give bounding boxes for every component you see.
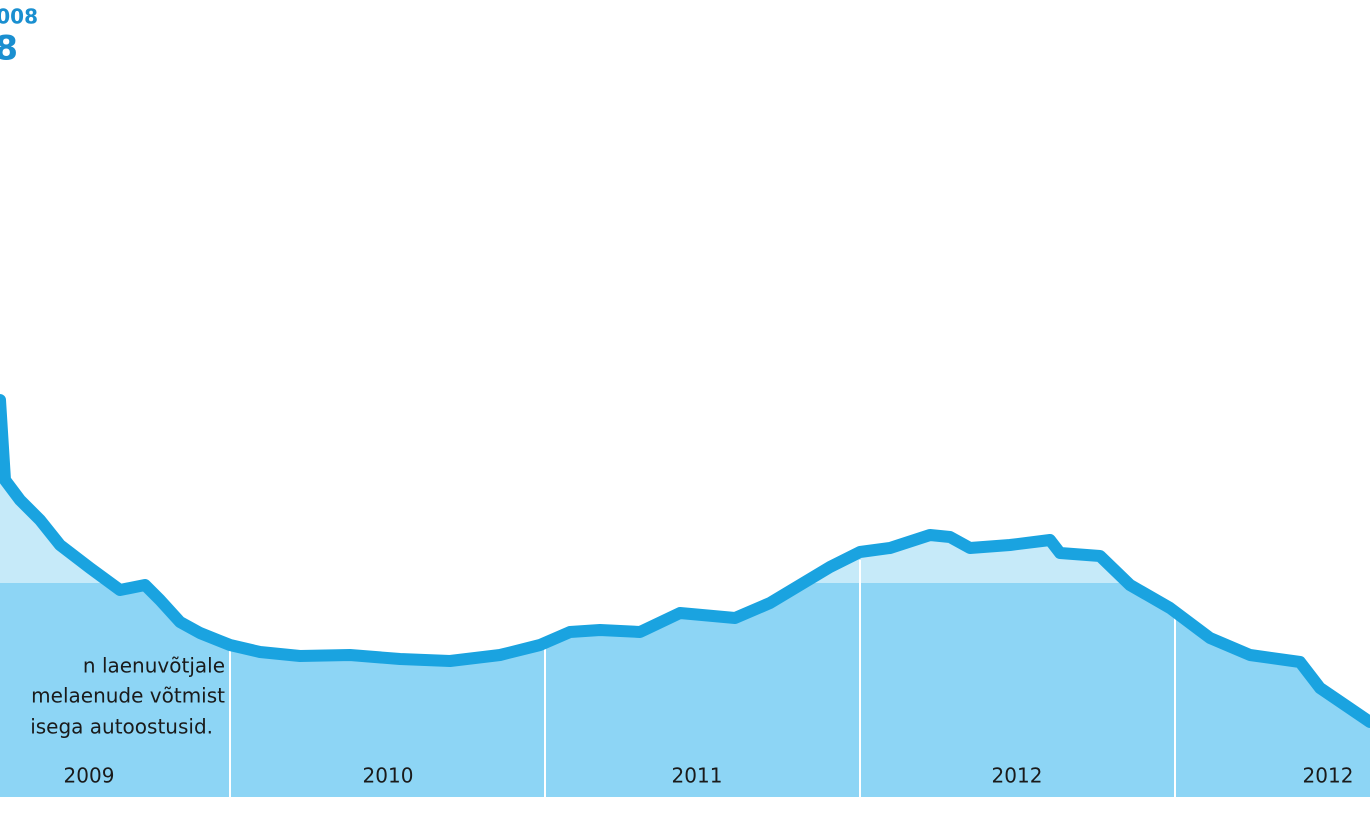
period-label: 2011 bbox=[672, 764, 723, 788]
period-label: 2012 bbox=[1303, 764, 1354, 788]
period-label: 2012 bbox=[992, 764, 1043, 788]
title-fragment: 008 bbox=[0, 5, 38, 29]
annotation-line: melaenude võtmist bbox=[31, 684, 225, 708]
line bbox=[0, 394, 1370, 728]
period-label: 2009 bbox=[64, 764, 115, 788]
annotation-line: n laenuvõtjale bbox=[83, 654, 225, 678]
period-label: 2010 bbox=[363, 764, 414, 788]
annotation-line: isega autoostusid. bbox=[30, 715, 213, 739]
big-value-fragment: 8 bbox=[0, 29, 18, 69]
